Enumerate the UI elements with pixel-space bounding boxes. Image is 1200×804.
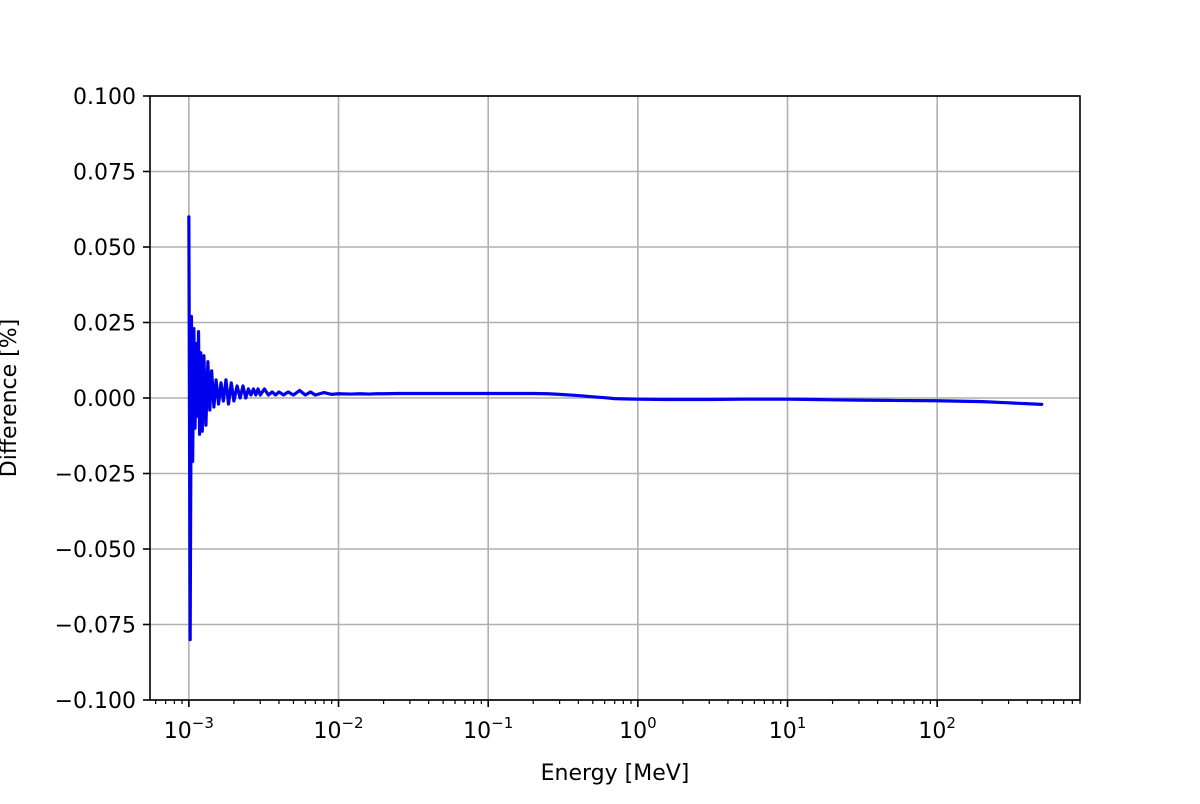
y-tick-label: −0.100 (55, 689, 136, 714)
x-tick-label: 100 (619, 714, 657, 744)
x-tick-label-base: 10 (463, 719, 491, 744)
x-tick-label-exponent: 2 (946, 714, 956, 732)
y-tick-label: 0.075 (73, 161, 136, 186)
x-tick-label-base: 10 (164, 719, 192, 744)
y-tick-label: 0.050 (73, 236, 136, 261)
x-tick-label-base: 10 (918, 719, 946, 744)
x-tick-label-exponent: −1 (491, 714, 513, 732)
x-tick-label: 10−2 (313, 714, 363, 744)
y-axis-label: Difference [%] (0, 319, 22, 477)
x-tick-label-base: 10 (769, 719, 797, 744)
x-tick-label: 10−3 (164, 714, 214, 744)
y-tick-label: −0.075 (55, 614, 136, 639)
x-tick-label-base: 10 (619, 719, 647, 744)
axis-ticks (143, 95, 1081, 707)
x-tick-label-exponent: −3 (192, 714, 214, 732)
x-tick-label: 102 (918, 714, 956, 744)
y-tick-label: 0.100 (73, 85, 136, 110)
x-tick-label-exponent: −2 (341, 714, 363, 732)
x-axis-label: Energy [MeV] (541, 761, 690, 786)
x-tick-label-base: 10 (313, 719, 341, 744)
axis-tick-labels: 10−3 10−2 10−1 100 101 1020.1000.0750.0500.02… (55, 85, 956, 744)
series-line-0 (187, 215, 1044, 642)
y-tick-label: 0.000 (73, 387, 136, 412)
y-tick-label: −0.025 (55, 463, 136, 488)
y-tick-label: −0.050 (55, 538, 136, 563)
x-tick-label-exponent: 0 (647, 714, 657, 732)
x-tick-label: 101 (769, 714, 807, 744)
y-tick-label: 0.025 (73, 312, 136, 337)
x-tick-label-exponent: 1 (797, 714, 807, 732)
series-layer (187, 215, 1044, 642)
x-tick-label: 10−1 (463, 714, 513, 744)
